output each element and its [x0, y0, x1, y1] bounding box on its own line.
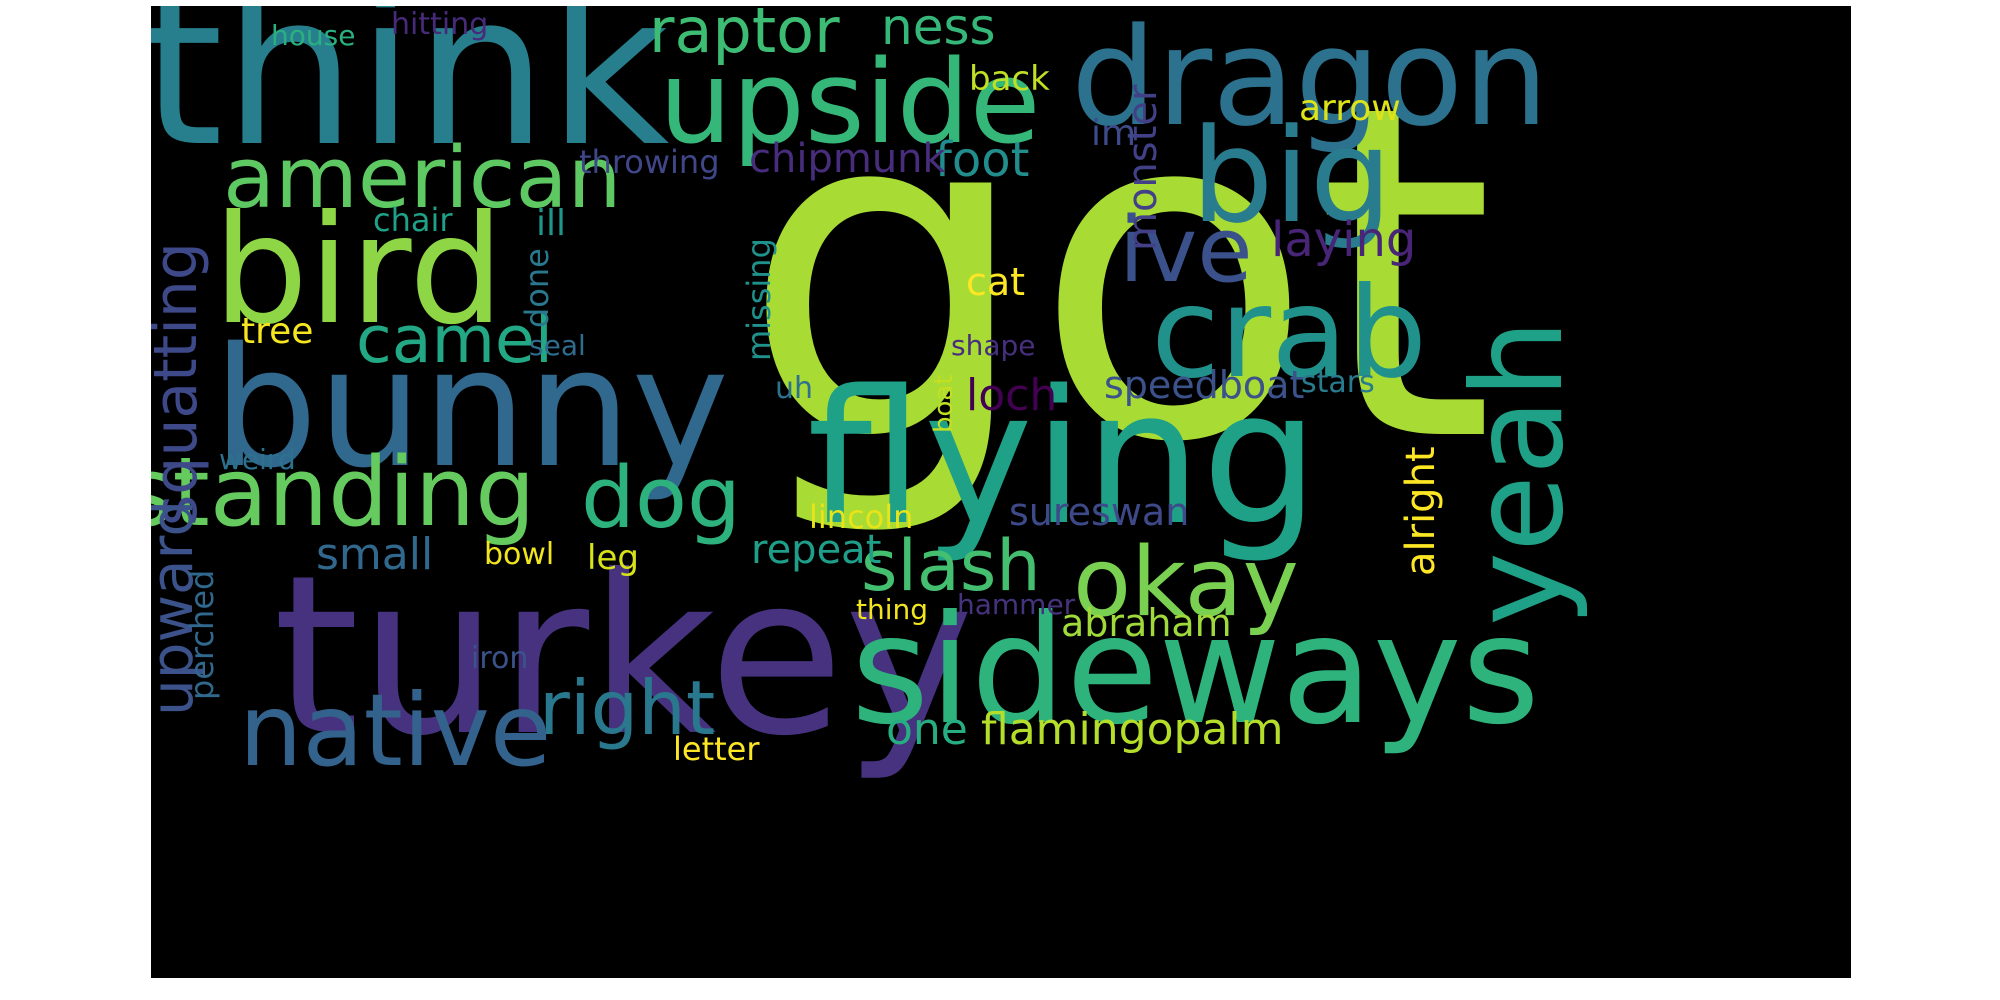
word-standing: standing [151, 438, 536, 548]
word-dog: dog [581, 449, 741, 548]
word-im: im [1091, 113, 1137, 154]
word-hammer: hammer [957, 588, 1076, 621]
word-arrow: arrow [1299, 88, 1401, 129]
word-upside: upside [659, 36, 1041, 170]
word-raptor: raptor [649, 6, 840, 67]
word-ive: ive [1119, 198, 1253, 303]
word-crab: crab [1151, 261, 1428, 406]
word-speedboat: speedboat [1104, 363, 1305, 407]
word-thing: thing [856, 593, 929, 626]
word-american: american [223, 129, 622, 228]
word-small: small [316, 529, 434, 580]
word-perched: perched [183, 569, 221, 700]
word-slash: slash [861, 525, 1041, 607]
word-cloud: got turkey think flying sideways dragon … [151, 6, 1851, 978]
word-flying: flying [807, 350, 1320, 566]
word-seal: seal [529, 329, 586, 362]
word-throwing: throwing [579, 143, 720, 181]
word-alright: alright [1398, 446, 1444, 576]
word-laying: laying [1271, 212, 1417, 268]
word-native: native [239, 672, 552, 789]
word-chipmunk: chipmunk [749, 136, 946, 182]
word-foot: foot [935, 132, 1030, 188]
word-camel: camel [356, 303, 553, 378]
word-ness: ness [881, 6, 996, 56]
word-dragon: dragon [1071, 6, 1549, 156]
word-abraham: abraham [1061, 601, 1232, 645]
word-cat: cat [966, 260, 1026, 304]
word-loch: loch [966, 370, 1058, 421]
word-boat: boat [929, 374, 959, 433]
word-think: think [151, 6, 670, 193]
word-ill: ill [536, 203, 567, 244]
word-sureswan: sureswan [1009, 490, 1190, 534]
word-lincoln: lincoln [809, 498, 914, 536]
word-chair: chair [373, 201, 453, 239]
word-big: big [1191, 100, 1393, 252]
word-missing: missing [740, 238, 778, 361]
word-bowl: bowl [484, 537, 555, 572]
word-weird: weird [219, 443, 296, 476]
word-leg: leg [587, 538, 639, 578]
word-yeah: yeah [1446, 319, 1591, 626]
word-back: back [969, 59, 1050, 99]
word-uh: uh [775, 371, 814, 406]
word-iron: iron [471, 641, 529, 676]
word-repeat: repeat [751, 527, 882, 573]
word-right: right [539, 664, 716, 752]
word-house: house [271, 19, 356, 52]
word-stars: stars [1301, 365, 1375, 400]
word-shape: shape [951, 329, 1036, 362]
word-okay: okay [1073, 528, 1299, 638]
word-letter: letter [673, 730, 760, 768]
word-squatting: squatting [151, 242, 211, 526]
word-monster: monster [1120, 84, 1166, 251]
word-turkey: turkey [273, 528, 975, 784]
word-hitting: hitting [391, 7, 489, 42]
word-bunny: bunny [213, 312, 730, 504]
word-done: done [518, 248, 556, 328]
word-got: got [741, 8, 1495, 543]
word-flamingopalm: flamingopalm [981, 704, 1284, 755]
word-sideways: sideways [851, 584, 1540, 758]
word-one: one [886, 704, 968, 755]
word-tree: tree [241, 311, 314, 352]
word-bird: bird [213, 184, 505, 358]
